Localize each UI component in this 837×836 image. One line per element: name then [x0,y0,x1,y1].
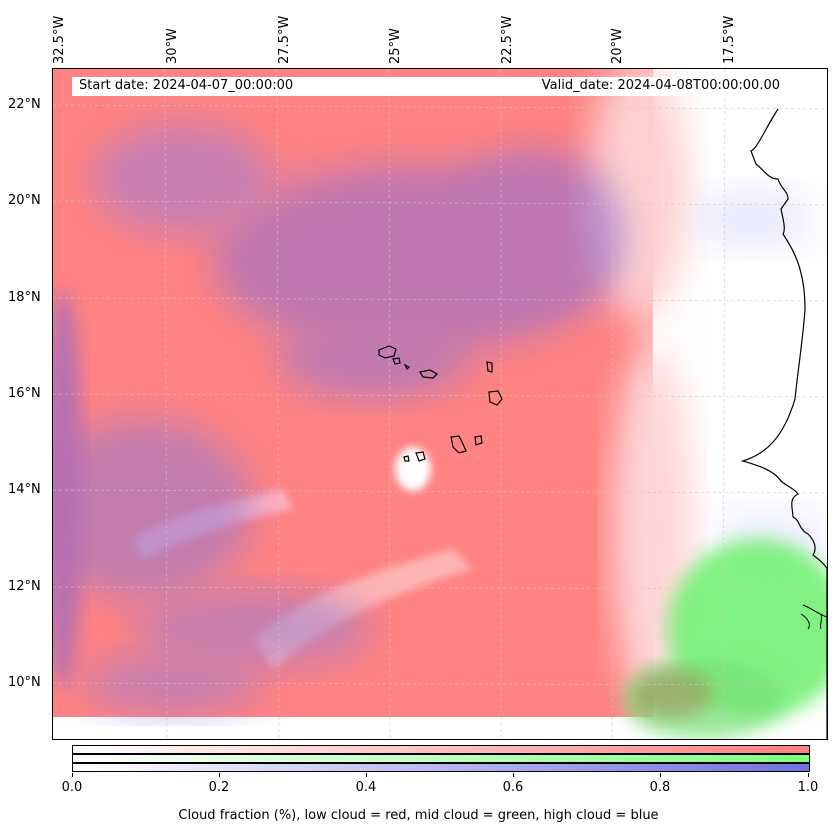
map-canvas [53,69,827,739]
lon-tick-label: 32.5°W [52,15,67,64]
colorbar-label: Cloud fraction (%), low cloud = red, mid… [178,808,659,823]
high-cloud-layer [53,124,827,714]
colorbar-low-cloud [72,745,810,754]
colorbar-tick-label: 0.8 [649,780,671,795]
colorbar-tick-label: 1.0 [797,780,819,795]
colorbar-tick-label: 0.0 [61,780,83,795]
colorbar-tick-label: 0.4 [355,780,377,795]
valid-date-label: Valid_date: 2024-04-08T00:00:00.00 [541,78,780,93]
lon-tick-label: 25°W [388,28,403,64]
start-date-label: Start date: 2024-04-07_00:00:00 [79,78,294,93]
lat-tick-label: 22°N [8,97,41,112]
colorbar-tickmark [72,773,73,777]
colorbar-tickmark [660,773,661,777]
lat-tick-label: 20°N [8,193,41,208]
colorbar-high-cloud [72,763,810,772]
colorbar-tickmark [513,773,514,777]
africa-coastline-south [800,604,827,630]
colorbar-tick-label: 0.2 [208,780,230,795]
lat-tick-label: 14°N [8,482,41,497]
lon-tick-label: 17.5°W [722,15,737,64]
lat-tick-label: 18°N [8,290,41,305]
lat-tick-label: 12°N [8,579,41,594]
colorbar-tickmark [366,773,367,777]
africa-coastline [740,108,827,739]
colorbar-tickmark [808,773,809,777]
lon-tick-label: 27.5°W [277,15,292,64]
mid-cloud-layer [623,539,827,739]
colorbar-tickmark [219,773,220,777]
lon-tick-label: 30°W [165,28,180,64]
colorbar-mid-cloud [72,754,810,763]
colorbar-tick-label: 0.6 [502,780,524,795]
lon-tick-label: 20°W [610,28,625,64]
lon-tick-label: 22.5°W [500,15,515,64]
lat-tick-label: 10°N [8,675,41,690]
cape-verde-islands [378,345,503,462]
date-info-bar: Start date: 2024-04-07_00:00:00 Valid_da… [72,77,800,96]
cloud-fraction-map[interactable]: Start date: 2024-04-07_00:00:00 Valid_da… [52,68,828,740]
graticule [53,69,827,739]
lat-tick-label: 16°N [8,386,41,401]
